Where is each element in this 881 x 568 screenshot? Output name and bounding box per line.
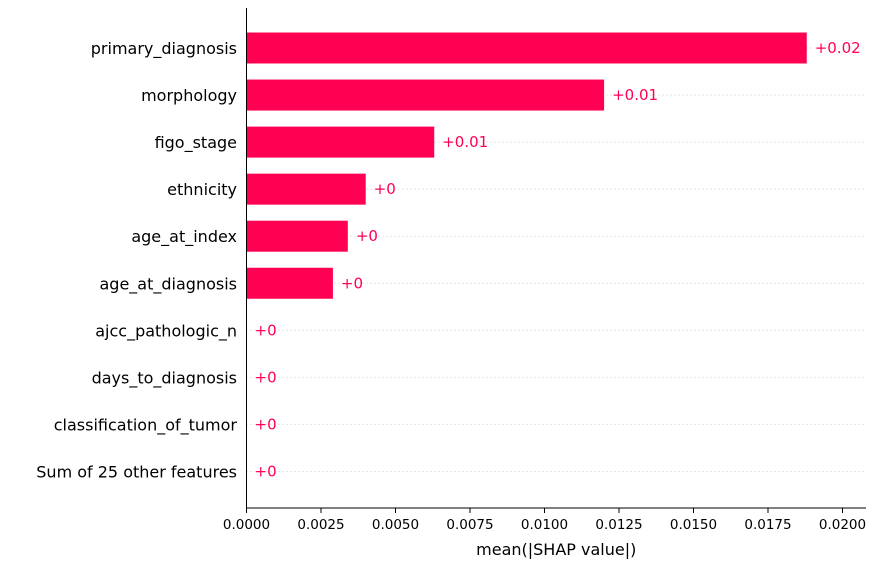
x-tick-label: 0.0150	[670, 517, 717, 533]
bar	[246, 267, 333, 299]
category-label: days_to_diagnosis	[92, 368, 237, 388]
x-tick-label: 0.0075	[446, 517, 493, 533]
category-label: Sum of 25 other features	[36, 462, 237, 481]
bar	[246, 220, 348, 252]
x-tick-label: 0.0100	[521, 517, 568, 533]
category-label: morphology	[141, 86, 237, 105]
bars	[246, 32, 807, 299]
row-guides	[246, 47, 866, 472]
x-tick-label: 0.0050	[372, 517, 419, 533]
value-label: +0	[341, 274, 363, 292]
x-tick-label: 0.0200	[819, 517, 866, 533]
x-axis-title: mean(|SHAP value|)	[476, 540, 636, 559]
category-label: primary_diagnosis	[91, 39, 237, 59]
x-tick-label: 0.0175	[744, 517, 791, 533]
value-label: +0	[374, 180, 396, 198]
x-tick-label: 0.0025	[297, 517, 344, 533]
value-label: +0.01	[442, 133, 488, 151]
bar	[246, 32, 807, 64]
bar	[246, 173, 366, 205]
category-label: classification_of_tumor	[54, 415, 238, 435]
x-tick-label: 0.0000	[223, 517, 270, 533]
category-labels: primary_diagnosis morphology figo_stageeth…	[36, 39, 237, 481]
bar	[246, 79, 605, 111]
value-labels: +0.02 +0.01 +0.01 +0 +0 +0 +0 +0 +0 +0	[255, 39, 861, 480]
category-label: age_at_diagnosis	[100, 274, 238, 294]
value-label: +0.02	[815, 39, 861, 57]
category-label: figo_stage	[155, 133, 237, 153]
value-label: +0	[255, 462, 277, 480]
value-label: +0.01	[612, 86, 658, 104]
category-label: ethnicity	[167, 180, 237, 199]
x-tick-label: 0.0125	[595, 517, 642, 533]
bar	[246, 126, 435, 158]
x-axis-ticks: 0.0000 0.0025 0.0050 0.0075 0.0100 0.0125 0.01…	[223, 508, 866, 533]
value-label: +0	[356, 227, 378, 245]
value-label: +0	[255, 368, 277, 386]
category-label: ajcc_pathologic_n	[95, 321, 237, 341]
value-label: +0	[255, 321, 277, 339]
value-label: +0	[255, 415, 277, 433]
category-label: age_at_index	[131, 227, 237, 247]
